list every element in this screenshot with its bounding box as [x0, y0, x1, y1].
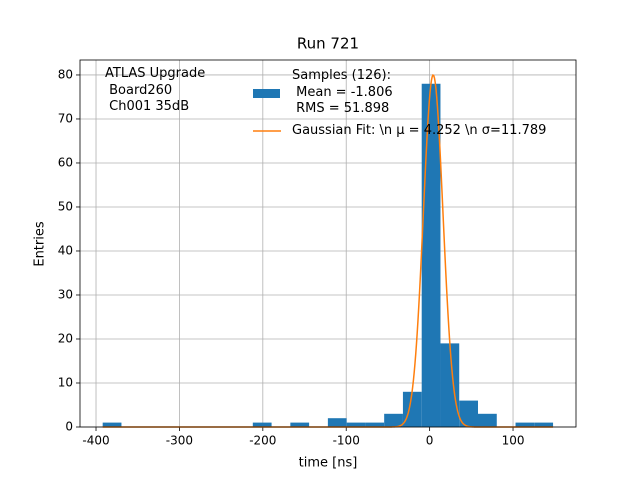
x-tick-label: -200 [249, 434, 276, 448]
y-tick-label: 0 [65, 420, 73, 434]
x-axis-label: time [ns] [299, 456, 358, 471]
y-tick-label: 60 [58, 155, 73, 169]
bar [421, 83, 441, 428]
annotation: ATLAS Upgrade Board260 Ch001 35dB [105, 66, 206, 114]
bar [252, 422, 272, 427]
plot-frame [79, 59, 577, 428]
x-tick-label: 0 [426, 434, 434, 448]
bar [515, 422, 535, 427]
y-tick-label: 70 [58, 111, 73, 125]
bar [402, 391, 422, 427]
bar [440, 343, 460, 427]
bar [102, 422, 122, 427]
x-tick-label: 100 [502, 434, 525, 448]
y-tick-label: 50 [58, 199, 73, 213]
bar [327, 418, 347, 427]
bar [534, 422, 554, 427]
y-axis-label: Entries [33, 221, 48, 267]
x-tick-label: -400 [82, 434, 109, 448]
chart-title: Run 721 [297, 35, 359, 53]
bar [384, 413, 403, 427]
bar [346, 422, 366, 427]
legend-label: Gaussian Fit: \n μ = 4.252 \n σ=11.789 [292, 123, 547, 138]
bar [290, 422, 310, 427]
y-tick-label: 40 [58, 243, 73, 257]
legend-label: Samples (126): Mean = -1.806 RMS = 51.89… [292, 68, 393, 116]
bar [478, 413, 497, 427]
legend-swatch [253, 89, 280, 98]
y-tick-label: 30 [58, 287, 73, 301]
x-tick-label: -300 [166, 434, 193, 448]
y-tick-label: 20 [58, 331, 73, 345]
bar [365, 422, 385, 427]
bar [459, 400, 479, 427]
x-tick-label: -100 [333, 434, 360, 448]
y-tick-label: 10 [58, 375, 73, 389]
y-tick-label: 80 [58, 67, 73, 81]
